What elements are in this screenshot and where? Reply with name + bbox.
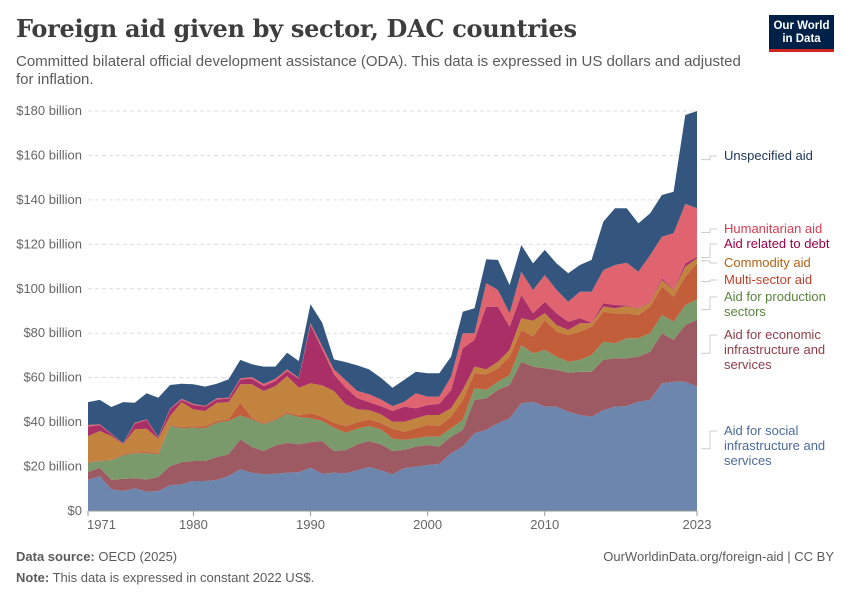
note: Note: This data is expressed in constant… xyxy=(16,570,314,585)
y-tick-label: $20 billion xyxy=(23,459,82,474)
area-unspecified-aid[interactable] xyxy=(88,111,697,444)
label-connector xyxy=(701,279,717,282)
label-connector xyxy=(701,430,717,450)
area-aid-for-production-sectors[interactable] xyxy=(88,299,697,480)
series-label[interactable]: Humanitarian aid xyxy=(724,221,822,236)
area-aid-for-economic-infrastructure-and-services[interactable] xyxy=(88,319,697,492)
area-commodity-aid[interactable] xyxy=(88,258,697,463)
note-label: Note: xyxy=(16,570,50,585)
y-tick-label: $60 billion xyxy=(23,370,82,385)
x-tick-label: 2010 xyxy=(530,517,559,532)
label-connector xyxy=(701,243,717,259)
owid-logo[interactable]: Our World in Data xyxy=(769,15,834,52)
y-tick-label: $100 billion xyxy=(16,281,82,296)
series-label[interactable]: Commodity aid xyxy=(724,255,811,270)
logo-line-1: Our World xyxy=(773,20,830,32)
label-connector xyxy=(701,228,717,234)
series-label[interactable]: Multi-sector aid xyxy=(724,272,812,287)
y-tick-label: $160 billion xyxy=(16,147,82,162)
x-tick-label: 1990 xyxy=(296,517,325,532)
series-label[interactable]: Aid for production xyxy=(724,289,826,304)
chart-title: Foreign aid given by sector, DAC countri… xyxy=(16,14,577,43)
series-label[interactable]: Aid related to debt xyxy=(724,236,830,251)
label-connector xyxy=(701,296,717,311)
x-tick-label: 1980 xyxy=(179,517,208,532)
x-tick-label: 2000 xyxy=(413,517,442,532)
logo-line-2: in Data xyxy=(782,33,821,45)
data-source-link[interactable]: OECD (2025) xyxy=(98,549,178,564)
series-label[interactable]: infrastructure and xyxy=(724,342,825,357)
x-tick-label: 2023 xyxy=(683,517,712,532)
series-label[interactable]: Unspecified aid xyxy=(724,148,813,163)
series-label[interactable]: services xyxy=(724,453,772,468)
y-tick-label: $80 billion xyxy=(23,325,82,340)
label-connector xyxy=(701,155,717,161)
area-aid-related-to-debt[interactable] xyxy=(88,256,697,445)
y-tick-label: $120 billion xyxy=(16,236,82,251)
data-source: Data source: OECD (2025) xyxy=(16,549,177,564)
label-connector xyxy=(701,334,717,354)
y-tick-label: $140 billion xyxy=(16,192,82,207)
label-connector xyxy=(701,260,717,264)
series-label[interactable]: Aid for social xyxy=(724,423,799,438)
data-source-label: Data source: xyxy=(16,549,95,564)
series-label[interactable]: Aid for economic xyxy=(724,327,821,342)
source-url[interactable]: OurWorldinData.org/foreign-aid | CC BY xyxy=(603,549,834,564)
series-label[interactable]: infrastructure and xyxy=(724,438,825,453)
x-tick-label: 1971 xyxy=(87,517,116,532)
series-label[interactable]: services xyxy=(724,357,772,372)
series-label[interactable]: sectors xyxy=(724,304,766,319)
note-text: This data is expressed in constant 2022 … xyxy=(52,570,315,585)
y-tick-label: $40 billion xyxy=(23,414,82,429)
area-multi-sector-aid[interactable] xyxy=(88,263,697,463)
area-aid-for-social-infrastructure-and-services[interactable] xyxy=(88,381,697,511)
y-tick-label: $0 xyxy=(68,503,82,518)
chart-subtitle: Committed bilateral official development… xyxy=(16,53,741,88)
y-tick-label: $180 billion xyxy=(16,103,82,118)
